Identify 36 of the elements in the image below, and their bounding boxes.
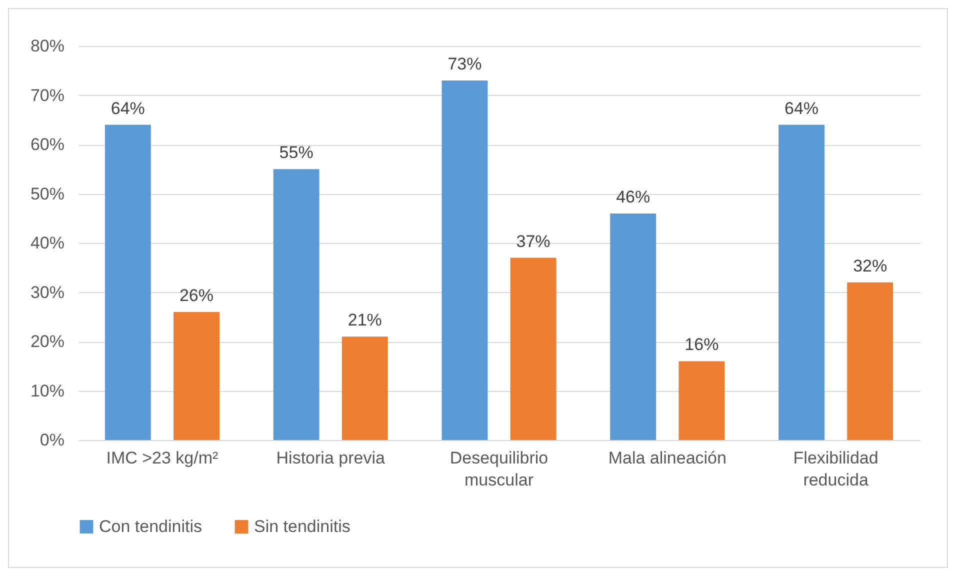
bar [174, 312, 220, 440]
x-tick-label: Desequilibrio muscular [450, 448, 548, 490]
x-tick-label: Flexibilidad reducida [793, 448, 878, 490]
bar [678, 361, 725, 440]
y-tick-label: 70% [30, 86, 64, 105]
x-tick-label: Mala alineación [608, 448, 726, 468]
x-tick-label: IMC >23 kg/m² [106, 448, 219, 468]
y-tick-label: 50% [30, 184, 64, 204]
data-label: 64% [784, 98, 819, 118]
y-tick-label: 20% [30, 332, 64, 351]
bar [610, 213, 656, 440]
data-label: 32% [853, 256, 888, 276]
legend-label: Con tendinitis [99, 516, 202, 536]
legend-label: Sin tendinitis [254, 516, 350, 536]
data-label: 64% [110, 98, 145, 118]
y-tick-label: 10% [30, 381, 64, 400]
bar [342, 336, 388, 440]
data-label: 16% [684, 335, 719, 354]
bar [778, 124, 824, 440]
y-tick-label: 30% [30, 282, 64, 302]
y-tick-label: 60% [30, 135, 64, 154]
bar [104, 124, 151, 440]
x-tick-label: Historia previa [276, 448, 386, 468]
data-label: 46% [616, 187, 650, 206]
bar [847, 282, 894, 440]
bar [273, 169, 320, 440]
bar [442, 80, 488, 440]
y-tick-label: 0% [40, 430, 64, 450]
data-label: 37% [516, 232, 550, 251]
data-label: 73% [448, 54, 482, 74]
y-tick-label: 80% [30, 36, 64, 56]
data-label: 21% [348, 310, 382, 330]
bar [510, 258, 556, 440]
y-tick-label: 40% [30, 234, 64, 252]
data-label: 55% [279, 143, 314, 162]
data-label: 26% [179, 286, 214, 305]
